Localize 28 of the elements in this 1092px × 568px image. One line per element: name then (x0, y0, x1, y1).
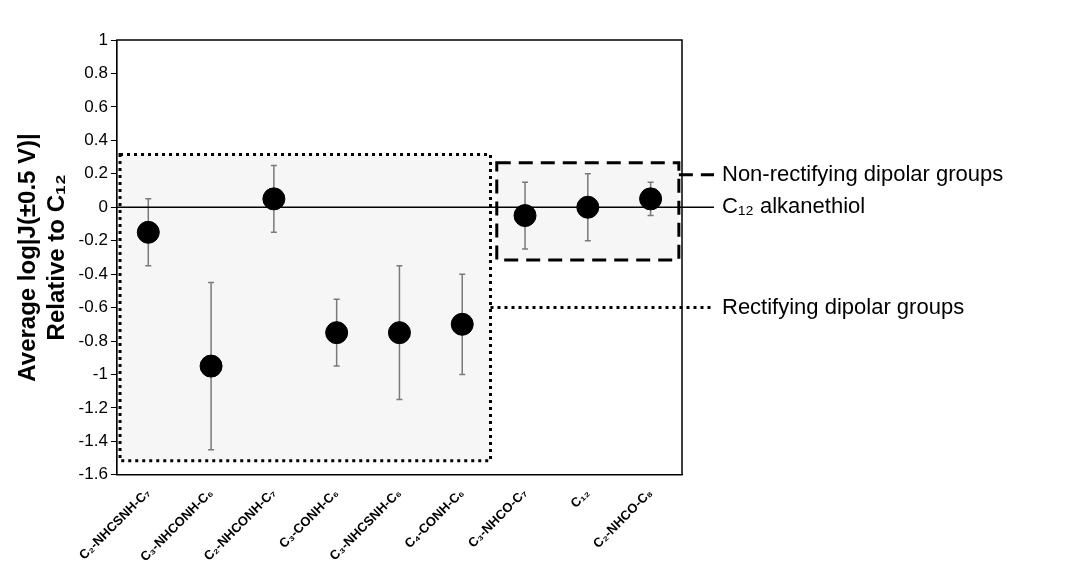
y-axis-title: Average log|J(±0.5 V)| Relative to C₁₂ (13, 133, 69, 382)
y-tick-label: -0.4 (78, 263, 108, 283)
band-label: Rectifying dipolar groups (722, 293, 965, 319)
point (576, 195, 600, 219)
y-tick-label: 0.8 (84, 63, 108, 83)
point (325, 321, 349, 345)
y-tick-label: 1 (98, 29, 108, 49)
point (199, 354, 223, 378)
ref-line-label: C₁₂ alkanethiol (722, 193, 866, 219)
point (136, 220, 160, 244)
point (513, 204, 537, 228)
x-tick-label: C₁₂ (567, 485, 593, 511)
band-label: Non-rectifying dipolar groups (722, 160, 1004, 186)
y-tick-label: -1.2 (78, 397, 108, 417)
y-tick-label: 0.2 (84, 163, 108, 183)
y-tick-label: -0.2 (78, 230, 108, 250)
y-tick-label: 0.6 (84, 96, 108, 116)
y-tick-label: -1.4 (78, 431, 108, 451)
point (262, 187, 286, 211)
y-tick-label: -0.8 (78, 330, 108, 350)
y-tick-label: -1.6 (78, 464, 108, 484)
y-tick-label: -0.6 (78, 297, 108, 317)
point (450, 312, 474, 336)
y-tick-label: 0.4 (84, 130, 108, 150)
point (387, 321, 411, 345)
y-tick-label: 0 (98, 196, 108, 216)
y-tick-label: -1 (92, 364, 108, 384)
point (639, 187, 663, 211)
